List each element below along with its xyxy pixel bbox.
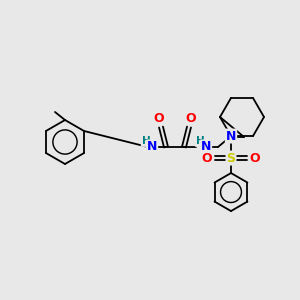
Text: O: O — [154, 112, 164, 124]
Text: N: N — [201, 140, 211, 154]
Text: N: N — [147, 140, 157, 154]
Text: H: H — [142, 136, 150, 146]
Text: O: O — [186, 112, 196, 124]
Text: O: O — [250, 152, 260, 165]
Text: H: H — [196, 136, 204, 146]
Text: N: N — [226, 130, 236, 142]
Text: O: O — [202, 152, 212, 165]
Text: S: S — [226, 152, 236, 165]
